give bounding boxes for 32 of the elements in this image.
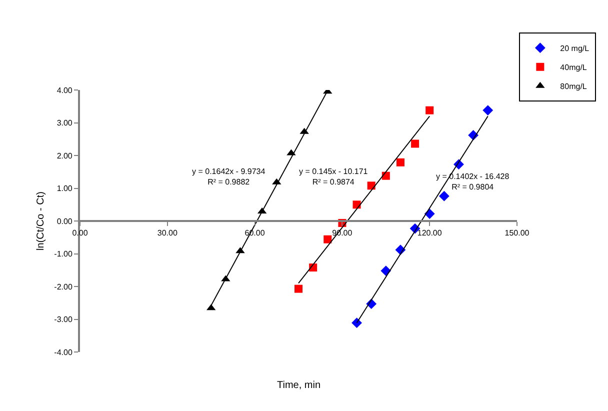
y-tick-label: -1.00 [54,250,73,259]
point [482,105,494,116]
x-tick-label: 120.00 [417,228,442,238]
x-tick-label: 150.00 [504,228,530,238]
y-tick-label: -4.00 [54,348,73,357]
point [426,106,434,114]
point [438,190,450,202]
y-tick-label: 4.00 [56,86,73,95]
x-axis-title: Time, min [277,380,321,391]
y-tick-label: 3.00 [56,118,73,128]
point [382,172,390,180]
point [367,182,376,190]
point [396,158,404,166]
legend-label: 80mg/L [560,82,588,91]
point [380,266,392,276]
annotation: y = 0.1402x - 16.428 R² = 0.9804 [436,172,510,192]
annotation: y = 0.1642x - 9.9734 R² = 0.9882 [192,167,266,186]
point [411,140,420,148]
y-tick-label: 2.00 [56,151,73,160]
y-tick-label: -2.00 [54,282,73,292]
annotation: y = 0.145x - 10.171 R² = 0.9874 [299,167,368,186]
point [324,235,332,244]
point [352,318,362,328]
x-tick-label: 30.00 [157,228,178,238]
y-axis-title: ln(Ct/Co - Ct) [36,192,47,250]
point [294,284,302,293]
y-tick-label: 0.00 [56,216,73,226]
y-tick-label: -3.00 [54,315,73,324]
legend-label: 20 mg/L [560,44,590,53]
legend-label: 40mg/L [560,62,588,72]
x-tick-label: 0.00 [72,228,88,238]
y-tick-label: 1.00 [56,184,73,194]
